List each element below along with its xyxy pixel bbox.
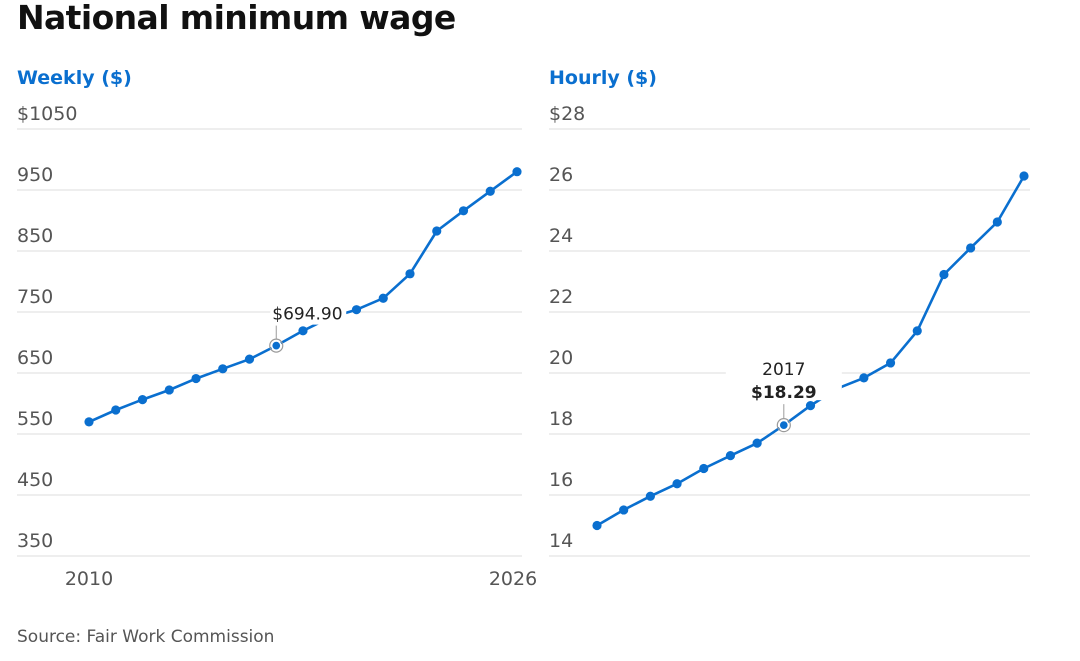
weekly-xtick-label: 2010 — [65, 568, 113, 590]
hourly-data-point — [725, 451, 736, 461]
hourly-data-point — [1019, 171, 1029, 181]
hourly-ytick-label: 24 — [549, 225, 573, 247]
hourly-data-point — [752, 438, 762, 448]
hourly-data-point — [859, 373, 869, 383]
weekly-highlight-point — [270, 340, 282, 351]
weekly-xtick-label: 2026 — [489, 568, 537, 590]
weekly-data-point — [164, 385, 174, 395]
weekly-annotation-bg — [270, 302, 347, 325]
hourly-ytick-label: 14 — [549, 530, 573, 552]
weekly-chart-title: Weekly ($) — [17, 67, 132, 89]
hourly-data-point — [992, 217, 1002, 227]
page-title: National minimum wage — [17, 0, 456, 37]
weekly-ytick-label: 650 — [17, 347, 53, 369]
hourly-annotation-value: $18.29 — [751, 383, 817, 403]
weekly-ytick-label: 350 — [17, 530, 53, 552]
weekly-ytick-label: 850 — [17, 225, 53, 247]
hourly-annotation-year: 2017 — [762, 360, 805, 380]
hourly-ytick-label: 22 — [549, 286, 573, 308]
hourly-data-point — [966, 243, 976, 253]
weekly-data-point — [405, 269, 415, 279]
hourly-data-points — [592, 171, 1029, 531]
hourly-data-point — [939, 269, 949, 280]
hourly-ytick-label: 26 — [549, 164, 573, 186]
weekly-data-point — [458, 206, 469, 216]
hourly-gridlines — [549, 128, 1030, 557]
hourly-data-point — [619, 505, 629, 515]
weekly-data-point — [137, 394, 148, 405]
weekly-data-point — [111, 405, 121, 415]
weekly-gridlines — [17, 128, 522, 557]
weekly-annotation: $694.90 — [270, 302, 347, 339]
hourly-data-point — [645, 491, 655, 501]
weekly-data-point — [351, 305, 362, 315]
weekly-data-point — [485, 186, 495, 196]
source-note: Source: Fair Work Commission — [17, 627, 275, 647]
weekly-highlight-ring — [269, 338, 284, 353]
weekly-ytick-label: 550 — [17, 408, 53, 430]
hourly-highlight-point — [778, 419, 790, 431]
hourly-ytick-label: 18 — [549, 408, 573, 430]
weekly-ytick-label: 950 — [17, 164, 53, 186]
weekly-data-point — [378, 293, 388, 303]
hourly-series-line — [595, 174, 1026, 527]
weekly-chart: Weekly ($) 350 450 550 650 750 850 950 $1050 20… — [17, 67, 537, 590]
weekly-x-axis: 2010 2026 — [65, 568, 537, 590]
weekly-annotation-value: $694.90 — [272, 305, 342, 325]
weekly-data-point — [512, 167, 522, 177]
weekly-ytick-label: 750 — [17, 286, 53, 308]
hourly-y-axis: 14 16 18 20 22 24 26 $28 — [549, 103, 585, 552]
weekly-data-point — [191, 373, 201, 384]
hourly-chart: Hourly ($) 14 16 18 20 22 24 26 $28 2017 $18.29 — [549, 67, 1030, 557]
weekly-data-point — [84, 417, 94, 427]
hourly-data-point — [699, 463, 709, 474]
weekly-data-point — [432, 226, 442, 236]
hourly-data-point — [592, 520, 602, 531]
hourly-highlight-ring — [776, 418, 791, 433]
hourly-data-point — [885, 358, 896, 368]
hourly-chart-title: Hourly ($) — [549, 67, 657, 89]
hourly-data-point — [672, 479, 682, 489]
hourly-annotation-bg — [725, 354, 842, 401]
weekly-y-axis: 350 450 550 650 750 850 950 $1050 — [17, 103, 77, 552]
weekly-data-point — [298, 326, 308, 336]
weekly-ytick-label: 450 — [17, 469, 53, 491]
weekly-ytick-label: $1050 — [17, 103, 77, 125]
hourly-data-point — [805, 401, 816, 411]
hourly-data-point — [912, 326, 922, 336]
weekly-series-line — [87, 170, 519, 424]
weekly-data-points — [84, 167, 522, 427]
weekly-data-point — [218, 364, 228, 374]
weekly-data-point — [244, 354, 255, 364]
hourly-annotation: 2017 $18.29 — [725, 354, 842, 419]
hourly-ytick-label: 20 — [549, 347, 573, 369]
hourly-ytick-label: $28 — [549, 103, 585, 125]
hourly-ytick-label: 16 — [549, 469, 573, 491]
